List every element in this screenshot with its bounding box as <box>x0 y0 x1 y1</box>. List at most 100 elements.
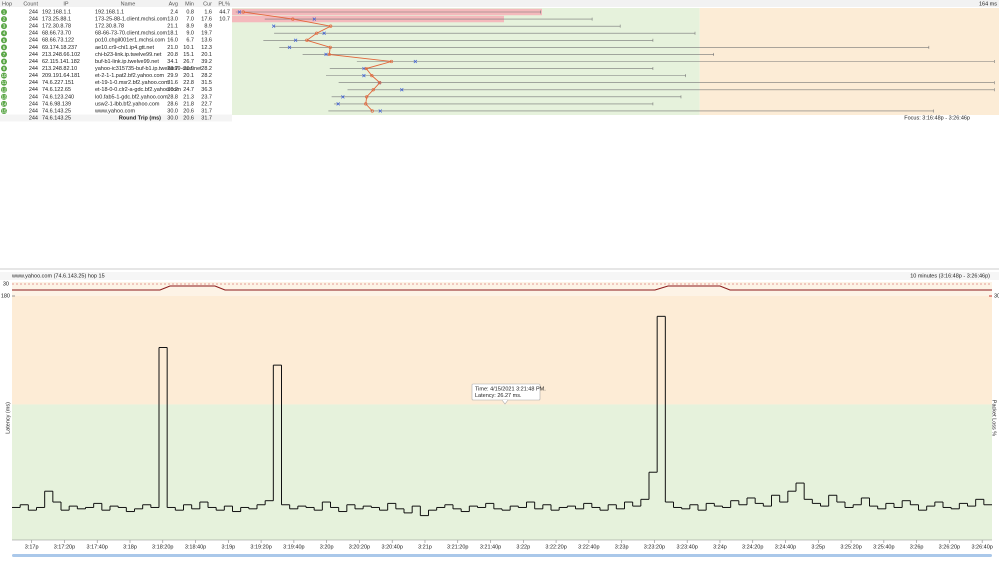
cell: 21.1 <box>167 24 178 30</box>
current-marker <box>237 10 242 14</box>
x-tick-label: 3:19p <box>221 544 235 550</box>
hop-badge <box>1 86 7 93</box>
column-header[interactable]: PL% <box>218 1 230 7</box>
cell: 244 <box>29 31 38 37</box>
hop-number: 3 <box>3 24 6 29</box>
cell: 244 <box>29 101 38 107</box>
cell: et-2-1-1.pat2.bf2.yahoo.com <box>95 73 165 79</box>
cell: 28.2 <box>201 66 212 72</box>
cell: 172.30.8.78 <box>95 24 124 30</box>
column-header[interactable]: Hop <box>2 1 12 7</box>
x-tick-label: 3:18:20p <box>152 544 173 550</box>
cell: 21.8 <box>183 101 194 107</box>
column-header[interactable]: Cur <box>203 1 212 7</box>
hop-badge <box>1 79 7 86</box>
cell: 20.8 <box>167 52 178 58</box>
cell: 6.7 <box>186 38 194 44</box>
cell: 62.115.141.182 <box>42 59 80 65</box>
cell: 9.0 <box>186 31 194 37</box>
tooltip-pointer <box>501 399 509 405</box>
current-marker <box>293 38 298 43</box>
cell: 2.4 <box>170 9 178 15</box>
column-header[interactable]: Avg <box>169 1 178 7</box>
cell: lo0.fab5-1-gdc.bf2.yahoo.com <box>95 94 168 100</box>
cell: yahoo-ic315735-buf-b1.ip.twelve99-cust.n… <box>95 66 202 72</box>
x-tick-label: 3:17:40p <box>87 544 108 550</box>
cell: 244 <box>29 45 38 51</box>
cell: 69.174.18.237 <box>42 45 77 51</box>
cell: 10.7 <box>219 17 230 23</box>
chart-title: www.yahoo.com (74.6.143.25) hop 15 <box>11 273 105 279</box>
column-header[interactable]: Count <box>23 1 38 7</box>
summary-cell: 74.6.143.25 <box>42 115 71 121</box>
cell: 24.7 <box>183 87 194 93</box>
column-header[interactable]: Name <box>121 1 136 7</box>
cell: 22.8 <box>183 80 194 86</box>
hop-number: 2 <box>3 17 6 22</box>
hop-badge <box>1 65 7 72</box>
avg-point <box>364 102 368 106</box>
avg-point <box>329 24 333 28</box>
cell: 12.3 <box>201 45 212 51</box>
cell: 34.1 <box>167 59 178 65</box>
avg-point <box>327 52 331 57</box>
cell: 213.248.66.102 <box>42 52 80 58</box>
hop-badge <box>1 100 7 107</box>
summary-cell: 30.0 <box>167 115 178 121</box>
cell: 13.6 <box>201 38 212 44</box>
column-header[interactable]: Min <box>185 1 194 7</box>
current-marker <box>341 95 345 99</box>
hop-number: 1 <box>3 9 6 14</box>
cell: 22.7 <box>201 101 212 107</box>
hop-badge <box>1 72 7 79</box>
avg-line <box>243 11 392 112</box>
avg-point <box>371 88 375 92</box>
hop-badge <box>1 9 7 15</box>
current-marker <box>413 59 418 64</box>
cell: 74.6.98.139 <box>42 101 71 107</box>
current-marker <box>362 73 366 78</box>
cell: 244 <box>29 59 38 65</box>
cell: 31.7 <box>201 108 212 114</box>
avg-point <box>305 38 309 42</box>
cell: po10.chgil001er1.mchsi.com <box>95 38 165 44</box>
hop-badge <box>1 51 7 58</box>
hop-badge <box>1 37 7 44</box>
tooltip-time: Time: 4/15/2021 3:21:48 PM. <box>475 386 546 392</box>
cell: 20.1 <box>201 52 212 58</box>
cell: 28.2 <box>201 73 212 79</box>
x-tick-label: 3:20p <box>320 544 334 550</box>
avg-point <box>365 95 369 99</box>
cell: 28.7 <box>167 66 178 72</box>
graph-max-label: 164 ms <box>979 1 997 7</box>
cell: 39.2 <box>201 59 212 65</box>
avg-point <box>370 74 374 78</box>
cell: 8.9 <box>186 24 194 30</box>
hop-number: 7 <box>3 52 6 57</box>
cell: 20.9 <box>183 66 194 72</box>
cell: 31.5 <box>201 80 212 86</box>
cell: 244 <box>29 38 38 44</box>
x-tick-label: 3:24p <box>713 544 727 550</box>
current-marker <box>324 52 328 57</box>
cell: 0.8 <box>186 9 194 15</box>
cell: 30.2 <box>167 87 178 93</box>
cell: 10.1 <box>183 45 194 51</box>
cell: 18.1 <box>167 31 178 37</box>
good-zone <box>12 404 992 540</box>
x-tick-label: 3:21:40p <box>480 544 501 550</box>
tooltip-latency: Latency: 26.27 ms. <box>475 393 522 399</box>
x-tick-label: 3:21p <box>418 544 432 550</box>
current-marker <box>287 45 292 50</box>
cell: usw2-1-lbb.bf2.yahoo.com <box>95 101 160 107</box>
cell: 244 <box>29 73 38 79</box>
avg-point <box>378 81 382 85</box>
time-scrollbar[interactable] <box>12 554 992 557</box>
column-header[interactable]: IP <box>63 1 69 7</box>
current-marker <box>378 109 383 113</box>
hop-number: 9 <box>3 66 6 71</box>
hop-badge <box>1 16 7 23</box>
cell: 20.6 <box>183 108 194 114</box>
cell: et-18-0-0.clr2-a-gdc.bf2.yahoo.com <box>95 87 181 93</box>
cell: 244 <box>29 94 38 100</box>
